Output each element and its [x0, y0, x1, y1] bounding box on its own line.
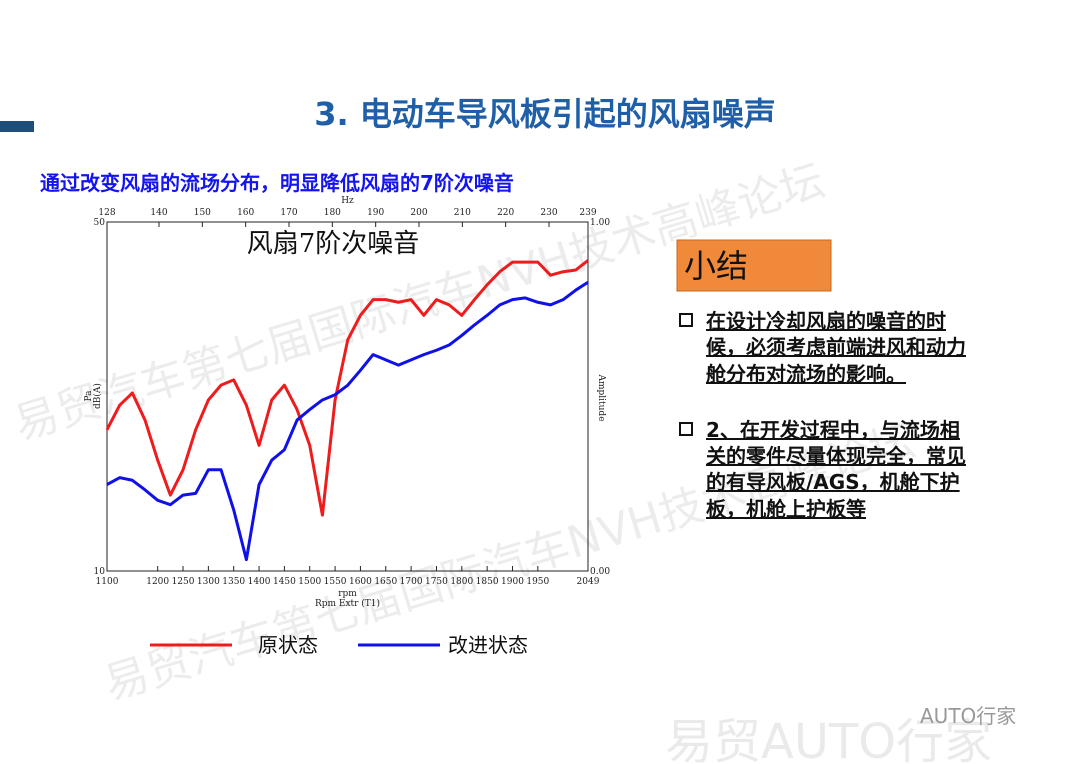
y2-axis-label: Amplitude [596, 373, 606, 421]
y-axis-label: Pa [84, 390, 94, 402]
legend-label: 原状态 [258, 633, 318, 657]
bullet-text: 2、在开发过程中，与流场相 [706, 418, 960, 442]
x2-tick-label: 230 [540, 208, 557, 218]
x-tick-label: 1300 [197, 577, 220, 587]
x2-tick-label: 150 [194, 208, 211, 218]
bullet-text: 候，必须考虑前端进风和动力 [706, 335, 966, 359]
y2-tick-label: 0.00 [590, 567, 610, 577]
chart-title: 风扇7阶次噪音 [247, 229, 420, 259]
x2-tick-label: 220 [497, 208, 514, 218]
x2-tick-label: 170 [280, 208, 297, 218]
x-tick-label: 1350 [222, 577, 245, 587]
x-tick-label: 1650 [374, 577, 397, 587]
x-tick-label: 2049 [577, 577, 600, 587]
x-tick-label: 1250 [172, 577, 195, 587]
x-axis-label: rpm [338, 589, 357, 599]
watermark: 易贸AUTO行家 [665, 714, 992, 764]
series-line [106, 280, 589, 562]
x2-tick-label: 239 [579, 208, 596, 218]
bullet-text: 板，机舱上护板等 [706, 497, 866, 521]
bullet-text: 在设计冷却风扇的噪音的时 [706, 309, 946, 333]
x2-tick-label: 140 [150, 208, 167, 218]
x-tick-label: 1700 [400, 577, 423, 587]
watermark: 易贸汽车第七届国际汽车NVH技术高峰论坛 [8, 155, 830, 451]
x-tick-label: 1800 [450, 577, 473, 587]
slide-title: 3. 电动车导风板引起的风扇噪声 [314, 95, 776, 133]
x-axis-label-sub: Rpm Extr (T1) [315, 598, 380, 609]
x-tick-label: 1950 [526, 577, 549, 587]
bullet-text: 关的零件尽量体现完全，常见 [706, 444, 966, 468]
bullet-box [679, 313, 693, 327]
x-tick-label: 1750 [425, 577, 448, 587]
y-axis-label: dB(A) [92, 383, 103, 409]
x-tick-label: 1450 [273, 577, 296, 587]
x2-tick-label: 128 [98, 208, 115, 218]
x2-tick-label: 210 [454, 208, 471, 218]
x2-axis-label: Hz [341, 196, 354, 206]
y2-tick-label: 1.00 [590, 218, 610, 228]
bullet-text: 的有导风板/AGS，机舱下护 [706, 470, 960, 494]
logo-text: AUTO行家 [920, 704, 1016, 728]
x-tick-label: 1400 [248, 577, 271, 587]
x-tick-label: 1100 [96, 577, 119, 587]
x-tick-label: 1550 [324, 577, 347, 587]
accent-bar [0, 121, 34, 132]
x2-tick-label: 180 [324, 208, 341, 218]
summary-title: 小结 [684, 247, 748, 285]
legend-label: 改进状态 [448, 633, 528, 657]
summary-box [676, 239, 832, 292]
x2-tick-label: 160 [237, 208, 254, 218]
series-line [105, 259, 589, 517]
plot-frame [106, 221, 589, 572]
y-tick-label: 10 [94, 567, 106, 577]
bullet-box [679, 422, 693, 436]
x-tick-label: 1200 [146, 577, 169, 587]
x2-tick-label: 190 [367, 208, 384, 218]
bullet-text: 舱分布对流场的影响。 [706, 362, 906, 386]
x-tick-label: 1600 [349, 577, 372, 587]
subtitle: 通过改变风扇的流场分布，明显降低风扇的7阶次噪音 [40, 171, 514, 195]
y-tick-label: 50 [94, 218, 106, 228]
x-tick-label: 1850 [476, 577, 499, 587]
x2-tick-label: 200 [410, 208, 427, 218]
x-tick-label: 1900 [501, 577, 524, 587]
x-tick-label: 1500 [298, 577, 321, 587]
